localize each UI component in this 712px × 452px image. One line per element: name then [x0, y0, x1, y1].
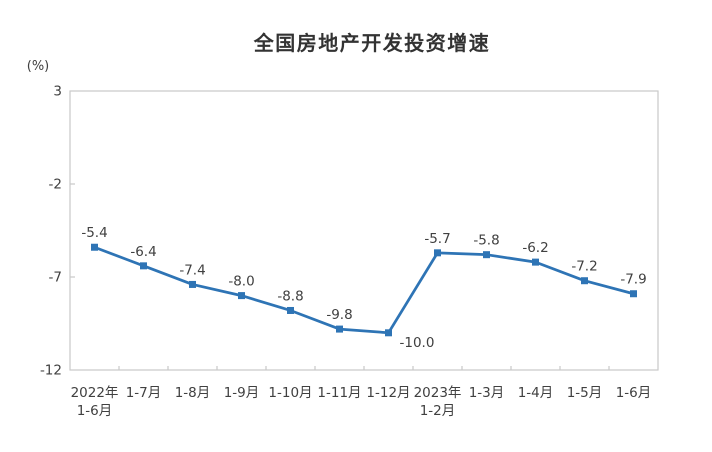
data-point-marker — [91, 243, 98, 251]
data-point-label: -7.2 — [571, 259, 597, 275]
data-point-marker — [483, 251, 490, 259]
y-axis-tick-label: 3 — [53, 84, 62, 100]
plot-border — [69, 90, 659, 371]
data-point-marker — [140, 262, 147, 270]
x-axis-category-label: 1-5月 — [567, 385, 603, 401]
data-point-label: -5.8 — [473, 233, 499, 249]
data-point-label: -6.2 — [522, 240, 548, 256]
y-axis-tick-label: -2 — [49, 177, 62, 193]
data-point-marker — [385, 329, 392, 337]
x-axis-category-label: 2023年 — [414, 385, 462, 401]
data-point-label: -8.0 — [228, 274, 254, 290]
x-axis-category-label: 1-10月 — [268, 385, 312, 401]
x-axis-category-label: 1-3月 — [469, 385, 505, 401]
data-point-marker — [287, 306, 294, 314]
y-axis-tick-label: -12 — [40, 363, 62, 379]
data-point-label: -7.4 — [179, 262, 205, 278]
data-point-marker — [581, 277, 588, 285]
data-point-marker — [336, 325, 343, 333]
data-line — [93, 245, 635, 335]
x-axis-category-label: 1-6月 — [616, 385, 652, 401]
data-point-label: -5.7 — [424, 231, 450, 247]
data-point-label: -7.9 — [620, 272, 646, 288]
x-axis-category-label: 2022年 — [71, 385, 119, 401]
x-axis-category-label: 1-8月 — [175, 385, 211, 401]
data-point-label: -9.8 — [326, 307, 352, 323]
x-axis-category-label: 1-9月 — [224, 385, 260, 401]
data-point-label: -6.4 — [130, 244, 156, 260]
data-point-label: -8.8 — [277, 288, 303, 304]
data-point-marker — [532, 258, 539, 266]
data-point-marker — [434, 249, 441, 257]
data-point-marker — [238, 292, 245, 300]
data-point-marker — [630, 290, 637, 298]
x-axis-category-label: 1-6月 — [77, 403, 113, 419]
data-point-label: -10.0 — [400, 335, 435, 351]
data-point-label: -5.4 — [81, 225, 107, 241]
data-point-marker — [189, 280, 196, 288]
x-axis-category-label: 1-4月 — [518, 385, 554, 401]
x-axis-category-label: 1-2月 — [420, 403, 456, 419]
chart-title: 全国房地产开发投资增速 — [253, 31, 491, 55]
plot-area: 3 -2 -7 -12 2022年 1-6月 1-7月 1-8月 1-9月 1-10月 1-11月 1… — [40, 84, 659, 419]
x-axis-category-label: 1-7月 — [126, 385, 162, 401]
y-axis-unit-label: (%) — [27, 59, 50, 74]
x-axis-category-label: 1-11月 — [317, 385, 361, 401]
x-axis-category-label: 1-12月 — [366, 385, 410, 401]
y-axis-tick-label: -7 — [49, 270, 62, 286]
